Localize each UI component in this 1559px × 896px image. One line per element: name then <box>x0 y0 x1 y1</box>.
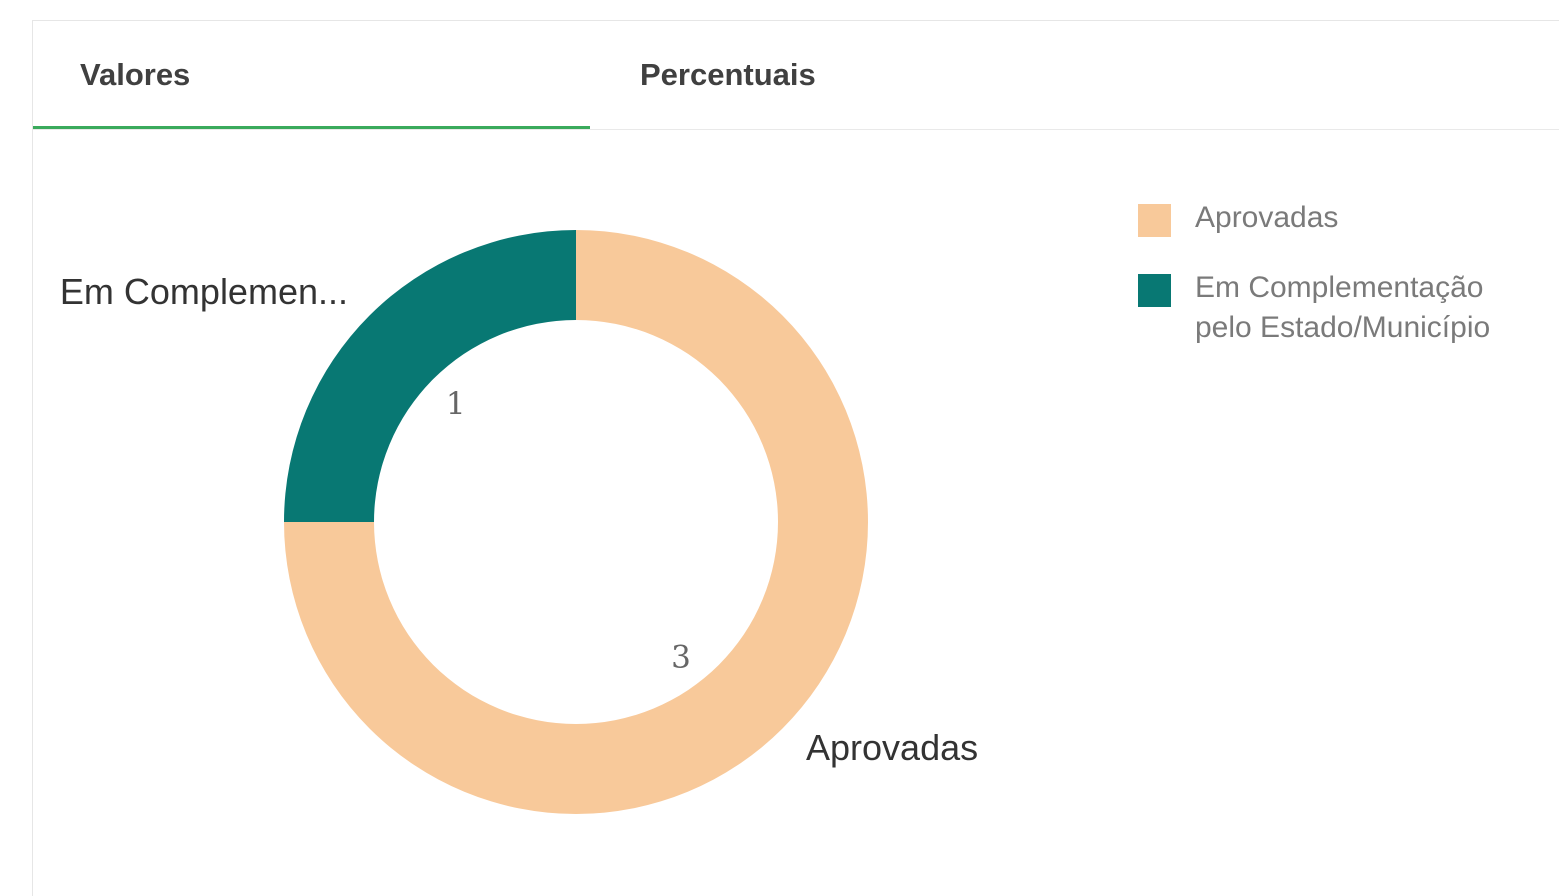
donut-slice-0[interactable] <box>284 230 868 814</box>
legend-swatch-aprovadas <box>1138 204 1171 237</box>
legend-label-aprovadas: Aprovadas <box>1195 201 1339 234</box>
slice-value-label-0: 3 <box>671 640 691 676</box>
tab-valores-label: Valores <box>80 57 191 92</box>
slice-value-label-1: 1 <box>446 386 466 422</box>
chart-legend: Aprovadas Em Complementação pelo Estado/… <box>1138 198 1548 378</box>
legend-swatch-em-complementacao <box>1138 274 1171 307</box>
tab-bar: Valores Percentuais <box>33 21 1559 130</box>
legend-item-em-complementacao[interactable]: Em Complementação pelo Estado/Município <box>1138 268 1548 348</box>
tab-percentuais[interactable]: Percentuais <box>590 21 1147 129</box>
slice-category-label-1: Em Complemen... <box>60 271 348 312</box>
slice-category-label-0: Aprovadas <box>806 727 978 768</box>
tab-percentuais-label: Percentuais <box>640 57 816 92</box>
tab-valores[interactable]: Valores <box>33 21 590 129</box>
donut-slice-1[interactable] <box>284 230 576 522</box>
legend-label-em-complementacao: Em Complementação pelo Estado/Município <box>1195 271 1491 344</box>
legend-item-aprovadas[interactable]: Aprovadas <box>1138 198 1548 238</box>
